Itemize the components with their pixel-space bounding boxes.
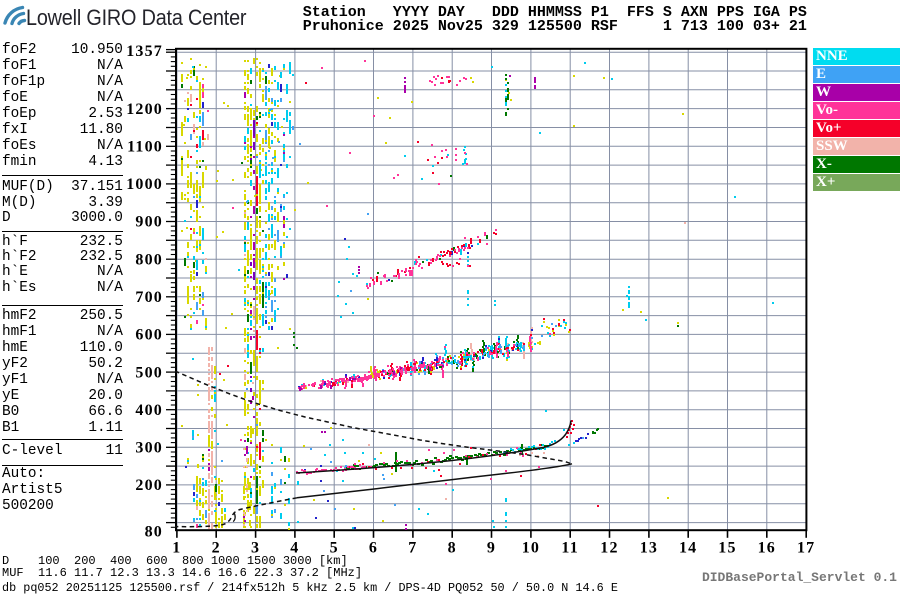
svg-text:16: 16 bbox=[758, 540, 776, 557]
svg-text:300: 300 bbox=[135, 440, 163, 457]
svg-text:200: 200 bbox=[135, 477, 163, 494]
svg-text:500: 500 bbox=[135, 364, 163, 381]
svg-text:6: 6 bbox=[369, 540, 378, 557]
svg-text:9: 9 bbox=[487, 540, 496, 557]
svg-text:13: 13 bbox=[640, 540, 658, 557]
svg-text:3: 3 bbox=[251, 540, 260, 557]
svg-text:17: 17 bbox=[797, 540, 815, 557]
svg-text:2: 2 bbox=[212, 540, 221, 557]
svg-text:80: 80 bbox=[145, 523, 163, 540]
svg-text:8: 8 bbox=[448, 540, 457, 557]
svg-text:800: 800 bbox=[135, 251, 163, 268]
svg-text:1200: 1200 bbox=[126, 101, 163, 118]
svg-text:1: 1 bbox=[172, 540, 181, 557]
svg-text:14: 14 bbox=[679, 540, 697, 557]
svg-text:7: 7 bbox=[408, 540, 417, 557]
svg-text:11: 11 bbox=[561, 540, 579, 557]
svg-text:400: 400 bbox=[135, 402, 163, 419]
svg-text:700: 700 bbox=[135, 289, 163, 306]
svg-text:1100: 1100 bbox=[127, 139, 163, 156]
svg-text:600: 600 bbox=[135, 327, 163, 344]
svg-text:1357: 1357 bbox=[126, 43, 163, 60]
svg-text:10: 10 bbox=[522, 540, 540, 557]
svg-text:5: 5 bbox=[330, 540, 339, 557]
svg-text:12: 12 bbox=[600, 540, 618, 557]
svg-text:4: 4 bbox=[290, 540, 299, 557]
svg-text:1000: 1000 bbox=[126, 176, 163, 193]
svg-text:15: 15 bbox=[718, 540, 736, 557]
svg-text:900: 900 bbox=[135, 214, 163, 231]
